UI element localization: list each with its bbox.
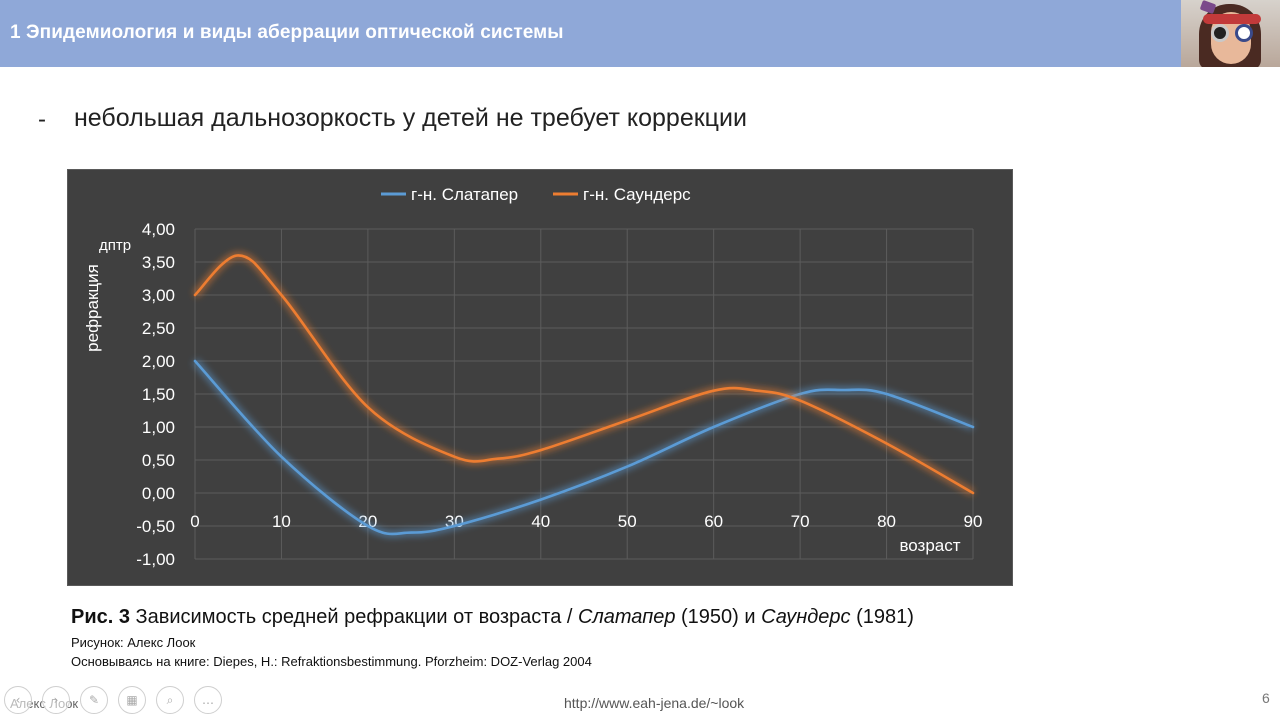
- x-tick-label: 10: [272, 512, 291, 531]
- figure-credit: Рисунок: Алекс Лоок: [71, 635, 196, 650]
- x-tick-label: 80: [877, 512, 896, 531]
- x-tick-label: 0: [190, 512, 199, 531]
- zoom-icon[interactable]: ⌕: [156, 686, 184, 714]
- pen-icon[interactable]: ✎: [80, 686, 108, 714]
- legend-label-1: г-н. Слатапер: [411, 185, 518, 204]
- caption-year-2: (1981): [850, 606, 914, 628]
- x-tick-label: 50: [618, 512, 637, 531]
- y-tick-label: 2,00: [142, 352, 175, 371]
- figure-label: Рис. 3: [71, 606, 130, 628]
- caption-author-2: Саундерс: [761, 606, 851, 628]
- y-tick-label: 2,50: [142, 319, 175, 338]
- caption-year-1: (1950) и: [675, 606, 762, 628]
- y-tick-label: 0,00: [142, 484, 175, 503]
- x-axis-title: возраст: [899, 536, 960, 555]
- figure-caption: Рис. 3 Зависимость средней рефракции от …: [71, 606, 914, 629]
- legend-label-2: г-н. Саундерс: [583, 185, 691, 204]
- figure-source: Основываясь на книге: Diepes, H.: Refrak…: [71, 654, 592, 669]
- y-axis-unit: дптр: [99, 237, 131, 254]
- x-tick-label: 40: [531, 512, 550, 531]
- y-tick-label: -1,00: [136, 550, 175, 569]
- next-slide-icon[interactable]: ›: [42, 686, 70, 714]
- header-bar: 1 Эпидемиология и виды аберрации оптичес…: [0, 0, 1280, 67]
- y-tick-label: 3,00: [142, 286, 175, 305]
- refraction-chart: 4,00 3,50 3,00 2,50 2,00 1,50 1,00 0,50 0,00 -0,5…: [67, 169, 1013, 586]
- presenter-webcam: [1181, 0, 1280, 67]
- chart-svg: 4,00 3,50 3,00 2,50 2,00 1,50 1,00 0,50 0,00 -0,5…: [83, 185, 983, 569]
- y-tick-label: 1,00: [142, 418, 175, 437]
- y-tick-label: 0,50: [142, 451, 175, 470]
- x-tick-label: 60: [704, 512, 723, 531]
- footer-url[interactable]: http://www.eah-jena.de/~look: [564, 695, 745, 711]
- series-line-1: [193, 359, 975, 536]
- x-tick-label: 70: [791, 512, 810, 531]
- bullet-text: небольшая дальнозоркость у детей не треб…: [74, 104, 747, 132]
- y-tick-label: -0,50: [136, 517, 175, 536]
- y-tick-label: 4,00: [142, 220, 175, 239]
- y-tick-label: 3,50: [142, 253, 175, 272]
- series-line-2: [193, 254, 975, 495]
- more-options-icon[interactable]: …: [194, 686, 222, 714]
- prev-slide-icon[interactable]: ‹: [4, 686, 32, 714]
- caption-author-1: Слатапер: [578, 606, 676, 628]
- series-glow-2: [192, 251, 975, 497]
- y-tick-label: 1,50: [142, 385, 175, 404]
- x-tick-label: 90: [964, 512, 983, 531]
- page-number: 6: [1262, 690, 1270, 706]
- caption-text-1: Зависимость средней рефракции от возраст…: [130, 606, 579, 628]
- series-glow-1: [192, 358, 975, 538]
- bullet-dash: -: [38, 106, 46, 133]
- slide-title: 1 Эпидемиология и виды аберрации оптичес…: [10, 22, 564, 43]
- slides-grid-icon[interactable]: ▦: [118, 686, 146, 714]
- y-axis-title: рефракция: [83, 264, 102, 352]
